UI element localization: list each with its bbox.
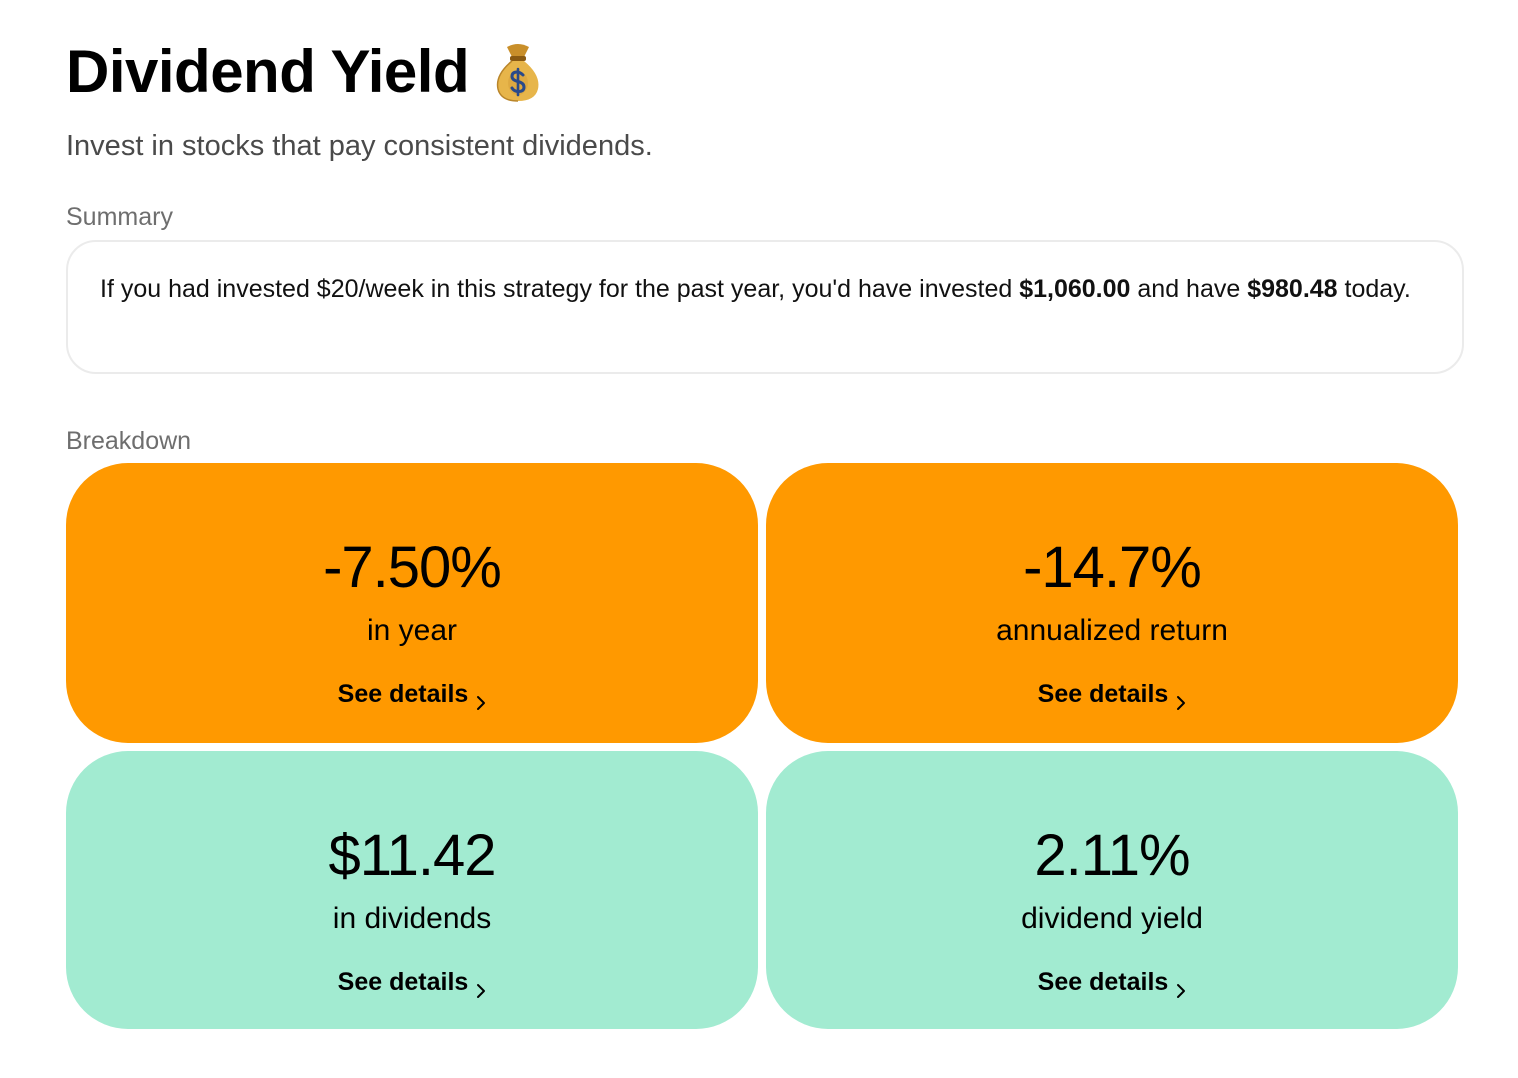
page-title: Dividend Yield <box>66 38 470 105</box>
metric-caption: annualized return <box>996 614 1228 647</box>
page-subtitle: Invest in stocks that pay consistent div… <box>66 130 653 162</box>
metric-caption: in year <box>366 614 458 647</box>
chevron-right-icon <box>1176 686 1186 710</box>
metric-caption: dividend yield <box>1021 902 1203 935</box>
metric-caption: in dividends <box>332 902 492 935</box>
summary-text-part2: and have <box>1130 275 1248 303</box>
see-details-link[interactable]: See details <box>766 965 1458 999</box>
summary-box: If you had invested $20/week in this str… <box>66 240 1464 374</box>
see-details-label: See details <box>337 680 469 708</box>
chevron-right-icon <box>476 974 486 998</box>
see-details-label: See details <box>337 968 469 996</box>
chevron-right-icon <box>476 686 486 710</box>
see-details-link[interactable]: See details <box>66 677 758 711</box>
summary-current-value: $980.48 <box>1247 275 1338 303</box>
summary-invested-amount: $1,060.00 <box>1019 275 1131 303</box>
metric-value: -7.50% <box>323 535 502 600</box>
metric-value: -14.7% <box>1023 535 1202 600</box>
summary-text-part1: If you had invested $20/week in this str… <box>100 275 1020 303</box>
card-dividends[interactable]: $11.42 in dividends See details <box>66 751 758 1029</box>
summary-text-part3: today. <box>1337 275 1411 303</box>
title-row: Dividend Yield <box>66 34 543 110</box>
see-details-link[interactable]: See details <box>66 965 758 999</box>
card-annualized-return[interactable]: -14.7% annualized return See details <box>766 463 1458 743</box>
card-year-return[interactable]: -7.50% in year See details <box>66 463 758 743</box>
metric-value: 2.11% <box>1034 823 1190 888</box>
see-details-label: See details <box>1037 680 1169 708</box>
summary-label: Summary <box>66 203 173 231</box>
see-details-link[interactable]: See details <box>766 677 1458 711</box>
chevron-right-icon <box>1176 974 1186 998</box>
card-dividend-yield[interactable]: 2.11% dividend yield See details <box>766 751 1458 1029</box>
metric-value: $11.42 <box>328 823 496 888</box>
see-details-label: See details <box>1037 968 1169 996</box>
money-bag-icon <box>493 41 543 103</box>
breakdown-label: Breakdown <box>66 427 192 455</box>
